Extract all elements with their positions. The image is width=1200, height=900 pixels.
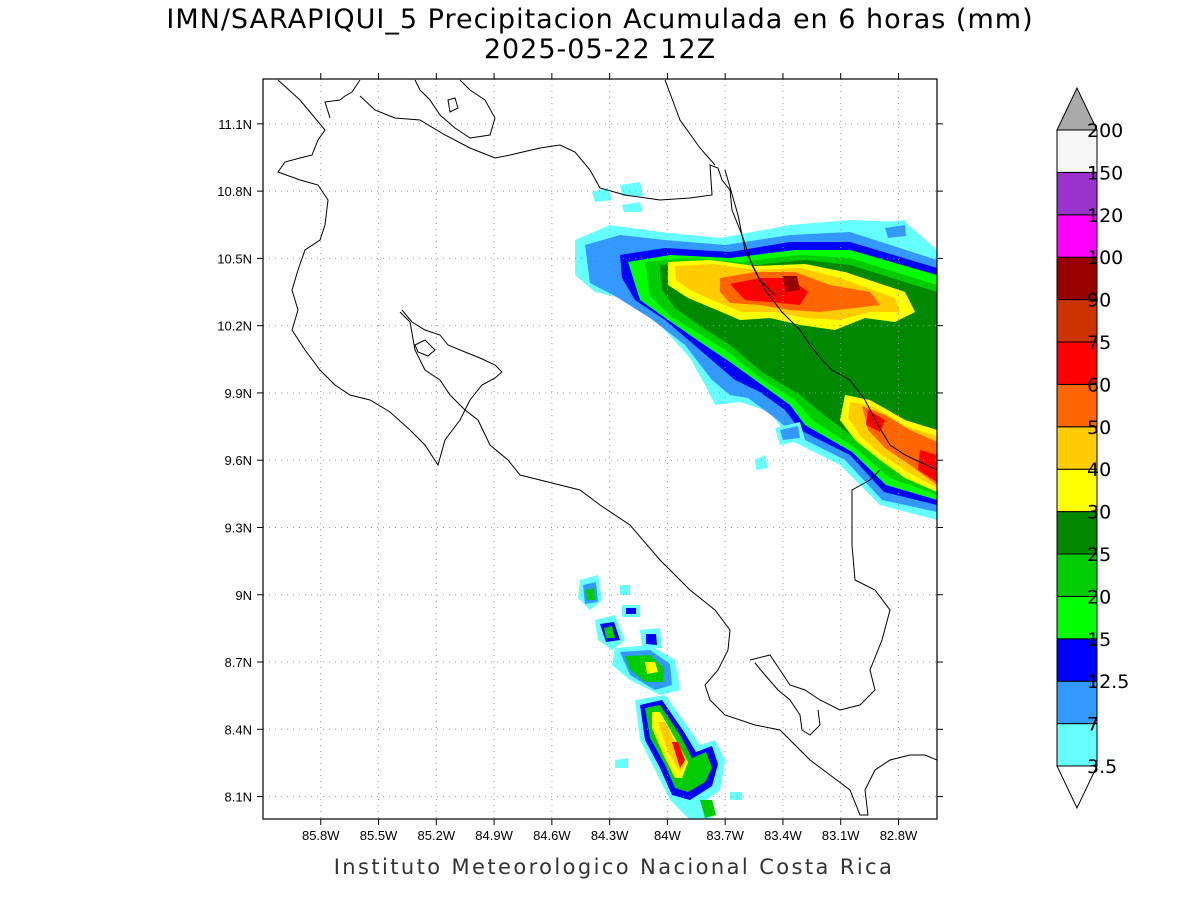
colorbar-label: 25 (1087, 544, 1111, 566)
colorbar-swatch (1056, 553, 1098, 597)
colorbar-swatch (1056, 214, 1098, 258)
coastlines (277, 79, 937, 816)
lat-label: 10.5N (217, 251, 252, 266)
colorbar-swatch (1056, 129, 1098, 173)
colorbar-label: 150 (1087, 162, 1123, 184)
lat-label: 9.6N (225, 453, 252, 468)
colorbar-swatch (1056, 299, 1098, 343)
colorbar-label: 30 (1087, 502, 1111, 524)
lon-label: 85.2W (418, 828, 456, 843)
colorbar-label: 20 (1087, 586, 1111, 608)
lon-label: 84.9W (475, 828, 513, 843)
lat-label: 8.1N (225, 790, 252, 805)
colorbar-swatch (1056, 680, 1098, 725)
lat-label: 9.9N (225, 386, 252, 401)
map-date: 2025-05-22 12Z (483, 34, 717, 65)
colorbar-swatch (1056, 638, 1098, 682)
footer-credit: Instituto Meteorologico Nacional Costa R… (333, 855, 895, 879)
precipitation-field (575, 182, 937, 819)
colorbar-label: 75 (1087, 332, 1111, 354)
colorbar-swatch (1056, 595, 1098, 640)
map-grid (263, 79, 937, 819)
lon-label: 83.4W (764, 828, 802, 843)
lon-label: 85.5W (360, 828, 398, 843)
colorbar-label: 50 (1087, 417, 1111, 439)
latitude-labels: 8.1N 8.4N 8.7N 9N 9.3N 9.6N 9.9N 10.2N 1… (217, 117, 252, 805)
colorbar-label: 12.5 (1087, 671, 1129, 693)
colorbar-label: 7 (1087, 714, 1099, 736)
colorbar-swatch (1056, 468, 1098, 513)
map-frame (262, 78, 938, 820)
colorbar-label: 3.5 (1087, 756, 1117, 778)
axis-ticks (257, 73, 943, 825)
colorbar-swatch (1056, 171, 1098, 216)
colorbar-label: 15 (1087, 629, 1111, 651)
colorbar-swatch (1056, 341, 1098, 385)
lon-label: 84W (654, 828, 681, 843)
colorbar-label: 120 (1087, 205, 1123, 227)
lon-label: 82.8W (880, 828, 918, 843)
lon-label: 84.6W (533, 828, 571, 843)
colorbar: 3.5 7 12.5 15 20 25 30 40 50 60 75 90 10… (1056, 86, 1129, 810)
colorbar-swatch (1056, 723, 1098, 767)
colorbar-label: 100 (1087, 247, 1123, 269)
lon-label: 83.7W (706, 828, 744, 843)
colorbar-label: 60 (1087, 374, 1111, 396)
colorbar-label: 200 (1087, 120, 1123, 142)
colorbar-label: 90 (1087, 290, 1111, 312)
lat-label: 9.3N (225, 520, 252, 535)
lon-label: 84.3W (591, 828, 629, 843)
lon-label: 85.8W (302, 828, 340, 843)
colorbar-label: 40 (1087, 459, 1111, 481)
longitude-labels: 85.8W 85.5W 85.2W 84.9W 84.6W 84.3W 84W … (302, 828, 918, 843)
northern-rain-band (575, 182, 937, 520)
lat-label: 11.1N (218, 117, 252, 132)
lat-label: 10.2N (217, 319, 252, 334)
lat-label: 9N (235, 588, 252, 603)
lon-label: 83.1W (822, 828, 860, 843)
colorbar-swatch (1056, 256, 1098, 301)
map-title: IMN/SARAPIQUI_5 Precipitacion Acumulada … (166, 4, 1034, 35)
lat-label: 10.8N (217, 184, 252, 199)
lat-label: 8.7N (225, 655, 252, 670)
lat-label: 8.4N (225, 722, 252, 737)
colorbar-swatch (1056, 426, 1098, 470)
southern-rain-cells (578, 575, 742, 819)
